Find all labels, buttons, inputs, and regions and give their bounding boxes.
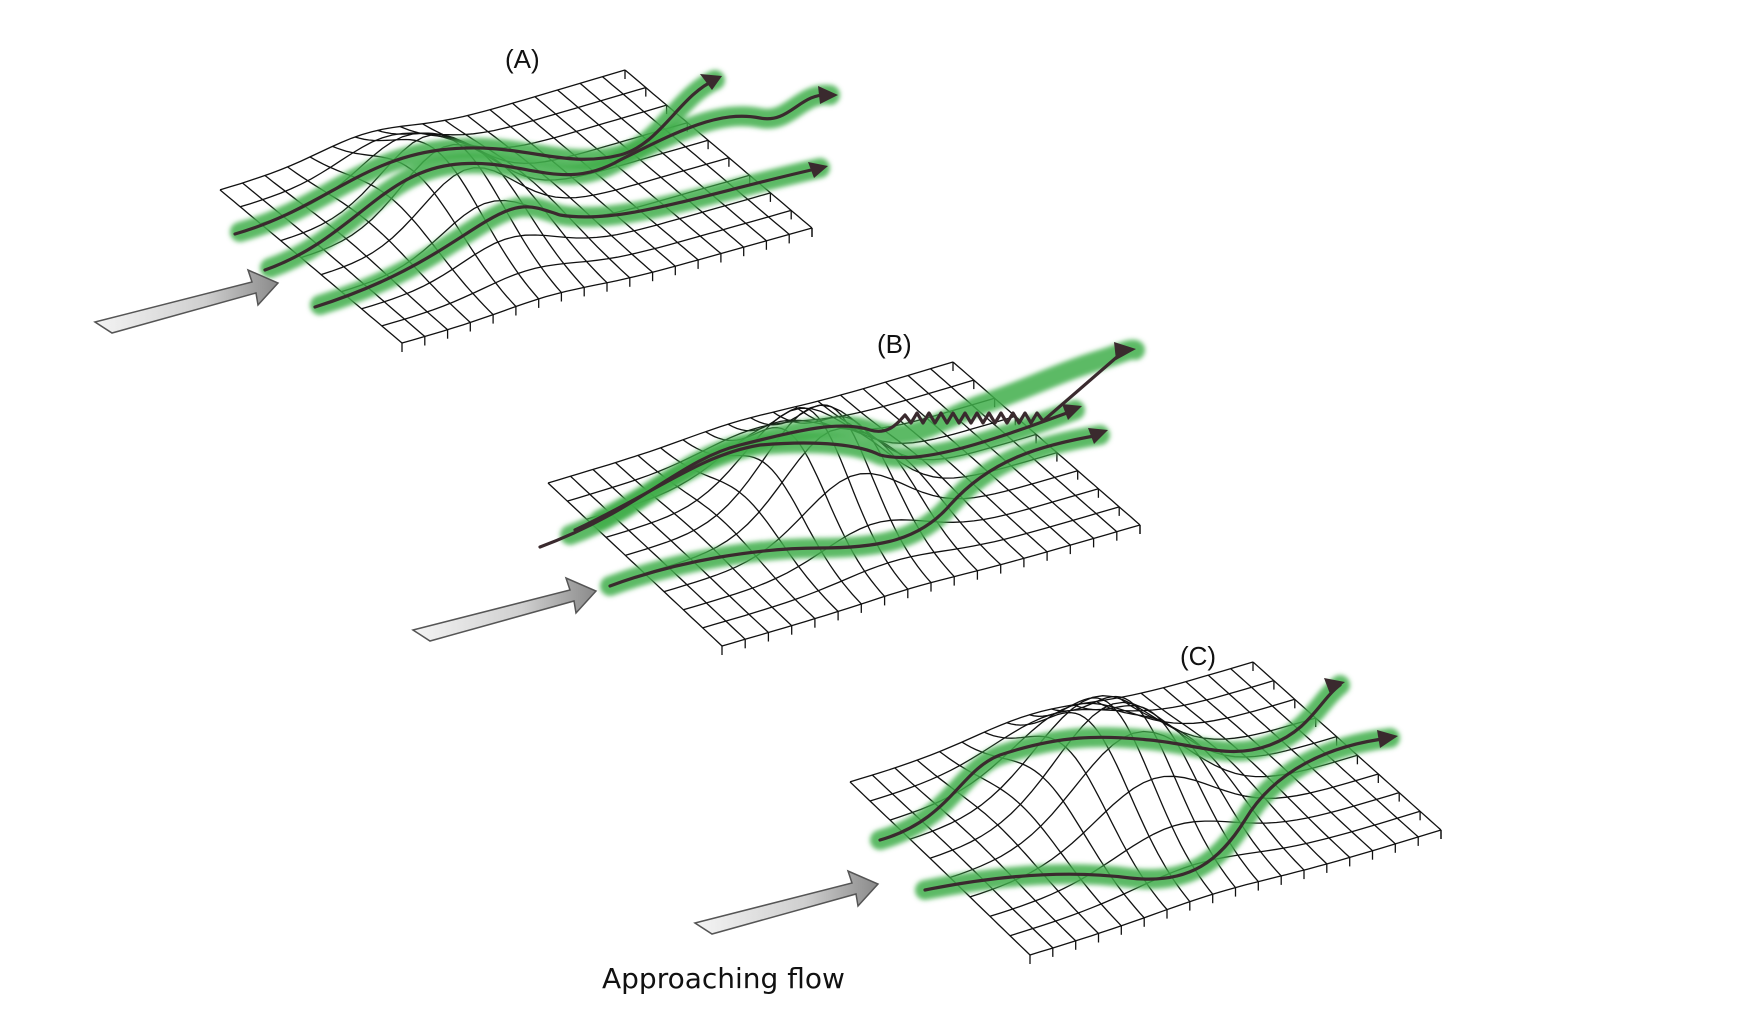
- grid-line: [242, 182, 426, 337]
- approaching-flow-caption: Approaching flow: [602, 962, 845, 995]
- grid-line: [579, 82, 767, 242]
- grid-line: [849, 781, 1031, 956]
- grid-line: [885, 381, 1071, 546]
- grid-line: [512, 102, 699, 261]
- streamline-arrowhead: [818, 86, 838, 104]
- streamline: [608, 433, 1102, 588]
- panel-c-label: (C): [1180, 641, 1216, 671]
- grid-line: [570, 475, 746, 640]
- streamline-arrowhead: [700, 74, 722, 90]
- approaching-flow-arrow-a: [93, 268, 280, 334]
- streamline: [233, 78, 717, 236]
- streamline-arrowhead: [1377, 730, 1398, 748]
- streamline: [923, 736, 1392, 892]
- streamline-arrowhead: [1062, 404, 1082, 420]
- grid-line: [381, 209, 792, 327]
- grid-line: [624, 69, 813, 229]
- grid-line: [862, 388, 1048, 553]
- grid-line: [894, 767, 1077, 942]
- grid-line: [916, 759, 1099, 934]
- streamline: [878, 683, 1342, 842]
- grid-line: [871, 774, 1054, 949]
- panel-b: (B): [411, 329, 1145, 655]
- approaching-flow-arrow-c: [693, 869, 880, 935]
- panel-b-label: (B): [877, 329, 912, 359]
- streamline: [313, 166, 822, 309]
- streamline: [538, 348, 1127, 549]
- grid-line: [534, 96, 722, 255]
- grid-line: [984, 731, 1168, 911]
- grid-line: [602, 76, 790, 235]
- streamlines-b: [538, 339, 1145, 596]
- streamline-arrowhead: [808, 162, 828, 178]
- streamline-arrowhead: [1088, 428, 1108, 444]
- grid-line: [264, 174, 449, 331]
- grid-line: [989, 791, 1400, 917]
- grid-line: [557, 89, 745, 248]
- grid-line: [592, 469, 769, 633]
- streamline: [263, 93, 832, 272]
- grid-line: [287, 166, 471, 323]
- grid-line: [1028, 697, 1214, 895]
- grid-line: [489, 109, 676, 267]
- grid-line: [1185, 681, 1373, 852]
- grid-line: [1140, 692, 1328, 865]
- streamlines-c: [870, 675, 1400, 900]
- panel-a-label: (A): [505, 44, 540, 74]
- grid-line: [849, 661, 1254, 783]
- grid-line: [309, 156, 494, 316]
- approaching-flow-arrow-b: [411, 576, 598, 642]
- streamline-arrowhead: [1324, 678, 1345, 694]
- panel-c: (C): [693, 641, 1442, 964]
- streamline-arrowhead: [1114, 342, 1136, 360]
- panel-a: (A): [93, 44, 840, 352]
- streamlines-a: [230, 70, 840, 315]
- streamline: [573, 408, 1077, 532]
- grid-line: [219, 189, 403, 344]
- grid-line: [1162, 687, 1351, 858]
- grid-line: [547, 482, 723, 647]
